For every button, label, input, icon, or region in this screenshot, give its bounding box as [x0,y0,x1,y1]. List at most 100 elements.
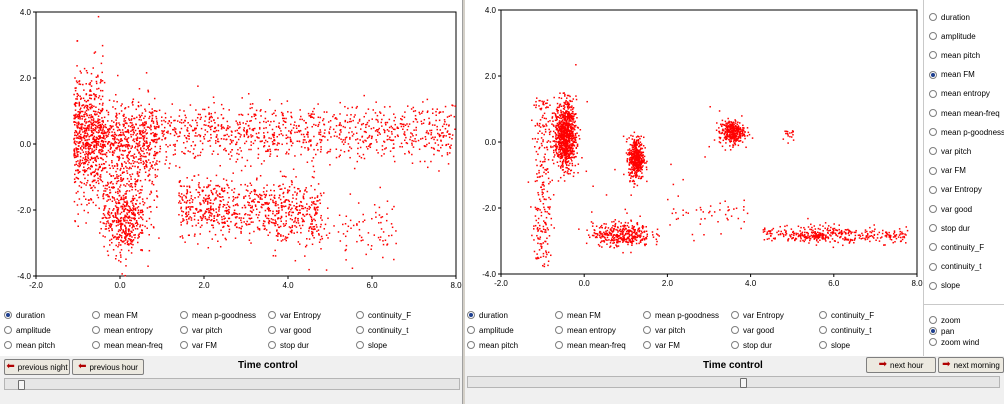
left-scatter-point [240,113,243,116]
left-scatter-point [104,126,106,128]
left-scatter-point [150,211,152,213]
left-feature-radio-duration[interactable]: duration [4,308,45,322]
left-scatter-point [186,221,189,223]
left-scatter-point [92,179,95,182]
left-scatter-point [207,140,209,142]
panel-divider[interactable] [462,0,466,404]
left-scatter-point [125,122,128,124]
left-time-slider[interactable] [4,378,460,390]
left-feature-radio-amplitude[interactable]: amplitude [4,323,51,337]
radio-button-icon[interactable] [268,326,276,334]
left-scatter-point [366,137,369,139]
left-scatter-point [285,215,287,218]
right-scatter-point [637,167,639,169]
left-scatter-point [89,90,91,92]
left-scatter-point [368,134,371,137]
left-scatter-point [123,161,126,163]
left-scatter-point [127,157,130,160]
left-scatter-point [101,217,104,220]
right-scatter-point [566,140,568,142]
left-scatter-point [258,193,261,196]
right-scatter-point [561,140,564,143]
left-scatter-plot[interactable]: -2.0 0.0 2.0 4.0 6.0 8.0 4.0 2.0 0.0 -2.0 -4.0 [0,0,462,292]
right-scatter-point [576,143,579,146]
left-feature-radio-continuity-f[interactable]: continuity_F [356,308,411,322]
radio-button-icon[interactable] [4,326,12,334]
left-scatter-point [248,148,250,151]
left-scatter-point [128,210,131,213]
left-time-slider-thumb[interactable] [18,380,26,390]
left-feature-radio-var-good[interactable]: var good [268,323,311,337]
left-feature-radio-mean-entropy[interactable]: mean entropy [92,323,153,337]
left-scatter-point [143,127,146,129]
left-scatter-point [264,214,267,217]
left-scatter-point [141,229,143,232]
left-scatter-point [109,151,111,153]
left-scatter-point [124,193,126,195]
left-scatter-point [103,143,106,146]
radio-button-icon[interactable] [92,326,100,334]
left-scatter-point [75,192,78,194]
left-scatter-point [88,103,91,106]
right-scatter-plot[interactable]: -2.0 0.0 2.0 4.0 6.0 8.0 4.0 2.0 0.0 -2.0 -4.0 [465,0,923,292]
left-scatter-point [88,120,91,122]
left-scatter-point [117,145,119,147]
left-scatter-point [74,131,76,134]
radio-button-icon[interactable] [356,311,364,319]
left-scatter-point [184,147,187,149]
left-scatter-point [259,110,262,112]
left-feature-radio-var-fm[interactable]: var FM [180,338,217,352]
left-scatter-point [280,188,283,190]
left-scatter-point [285,220,287,222]
left-scatter-point [419,160,422,163]
left-scatter-point [210,115,213,118]
left-feature-radio-stop-dur[interactable]: stop dur [268,338,309,352]
radio-button-icon[interactable] [356,326,364,334]
left-scatter-point [155,141,158,144]
left-scatter-point [219,245,222,248]
radio-button-icon[interactable] [268,341,276,349]
right-scatter-svg[interactable]: -2.0 0.0 2.0 4.0 6.0 8.04.02.00.0-2.0-4.0 [465,0,923,292]
left-scatter-point [101,153,104,156]
right-scatter-point [569,169,572,172]
previous-hour-button[interactable]: ⬅ previous hour [72,359,144,375]
radio-button-icon[interactable] [180,326,188,334]
radio-button-icon[interactable] [268,311,276,319]
left-scatter-point [418,111,420,114]
right-scatter-point [632,175,634,178]
left-feature-radio-var-entropy[interactable]: var Entropy [268,308,321,322]
right-scatter-point [556,127,558,130]
left-feature-radio-mean-mean-freq[interactable]: mean mean-freq [92,338,163,352]
radio-button-icon[interactable] [180,311,188,319]
previous-night-button[interactable]: ⬅ previous night [4,359,70,375]
left-feature-radio-mean-fm[interactable]: mean FM [92,308,138,322]
left-scatter-point [75,176,78,179]
radio-button-icon[interactable] [4,341,12,349]
left-scatter-point [144,225,146,228]
left-scatter-point [203,186,205,188]
right-scatter-point [559,142,561,144]
left-scatter-point [317,200,319,202]
left-scatter-point [83,127,85,129]
left-feature-radio-mean-p-goodness[interactable]: mean p-goodness [180,308,256,322]
left-scatter-point [267,206,270,209]
right-scatter-point [559,92,561,94]
radio-button-icon[interactable] [356,341,364,349]
left-scatter-point [88,202,90,205]
radio-button-icon[interactable] [4,311,12,319]
left-scatter-point [85,158,88,161]
left-scatter-svg[interactable]: -2.0 0.0 2.0 4.0 6.0 8.04.02.00.0-2.0-4.0 [0,0,462,292]
left-scatter-point [277,235,279,237]
left-scatter-point [419,113,421,115]
radio-button-icon[interactable] [180,341,188,349]
radio-button-icon[interactable] [92,341,100,349]
left-feature-radio-var-pitch[interactable]: var pitch [180,323,222,337]
left-scatter-point [258,214,260,216]
left-scatter-point [318,121,321,124]
left-feature-radio-mean-pitch[interactable]: mean pitch [4,338,55,352]
left-feature-radio-slope[interactable]: slope [356,338,387,352]
left-scatter-point [283,117,285,120]
radio-button-icon[interactable] [92,311,100,319]
left-feature-radio-continuity-t[interactable]: continuity_t [356,323,408,337]
left-scatter-point [106,171,108,173]
